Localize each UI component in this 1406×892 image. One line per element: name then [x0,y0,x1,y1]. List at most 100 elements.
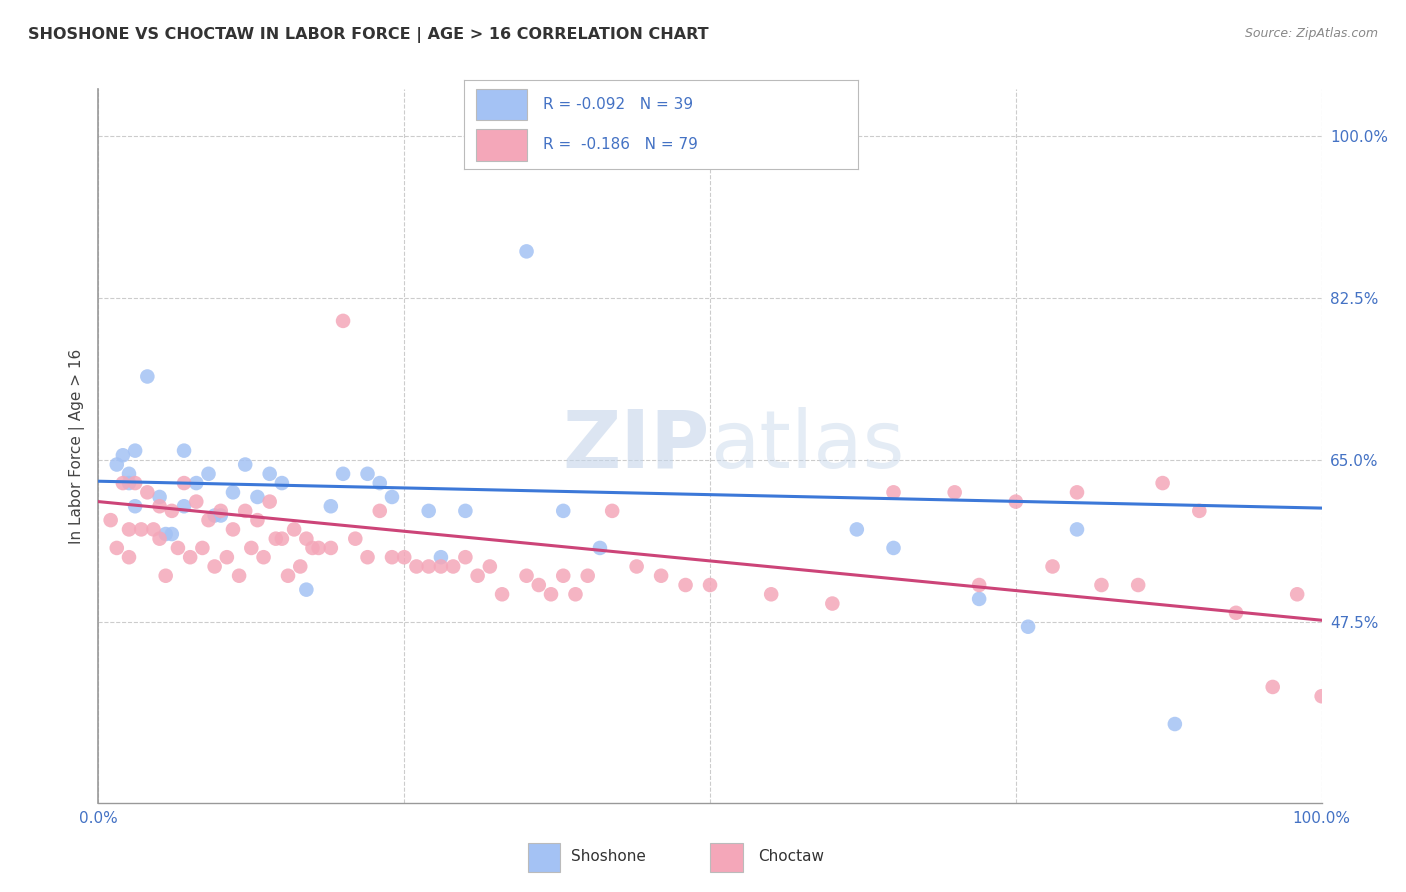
Point [252,550,274,565]
Point [301,541,323,555]
Point [259,467,281,481]
Point [381,490,404,504]
Point [105,458,128,472]
Point [246,513,269,527]
Point [589,541,612,555]
Point [191,541,214,555]
Point [650,568,672,582]
Point [319,500,342,514]
Point [155,527,177,541]
Point [515,244,537,259]
Point [967,591,990,606]
Point [124,500,146,514]
Point [160,527,183,541]
Text: Choctaw: Choctaw [758,849,824,863]
Point [204,508,226,523]
Point [553,504,575,518]
Point [515,568,537,582]
Point [246,490,269,504]
Point [1152,476,1174,491]
Point [270,532,294,546]
Point [124,443,146,458]
Point [160,504,183,518]
Point [118,467,141,481]
Point [1225,606,1247,620]
Point [418,504,440,518]
Point [1090,578,1112,592]
Point [100,513,122,527]
Point [675,578,697,592]
Point [1188,504,1211,518]
Point [222,523,245,537]
Point [491,587,513,601]
Point [240,541,263,555]
Bar [527,843,561,872]
Point [883,485,905,500]
Point [356,467,378,481]
Point [576,568,599,582]
Text: SHOSHONE VS CHOCTAW IN LABOR FORCE | AGE > 16 CORRELATION CHART: SHOSHONE VS CHOCTAW IN LABOR FORCE | AGE… [28,27,709,43]
Point [967,578,990,592]
Text: R =  -0.186   N = 79: R = -0.186 N = 79 [543,137,697,152]
Point [155,568,177,582]
Point [418,559,440,574]
Point [308,541,330,555]
Point [1004,494,1026,508]
Point [118,476,141,491]
Point [761,587,783,601]
Point [233,504,256,518]
Point [1066,485,1088,500]
Point [319,541,342,555]
Point [1261,680,1284,694]
Point [167,541,190,555]
Point [149,490,172,504]
Point [197,513,219,527]
Point [270,476,294,491]
Point [136,485,159,500]
Point [118,550,141,565]
Point [430,550,453,565]
Point [430,559,453,574]
Point [1286,587,1309,601]
Point [356,550,378,565]
Point [179,550,201,565]
Point [215,550,238,565]
Point [332,467,354,481]
Point [295,582,318,597]
Point [149,500,172,514]
Point [332,314,354,328]
Point [1066,523,1088,537]
Point [290,559,312,574]
Point [111,476,134,491]
Text: Shoshone: Shoshone [571,849,647,863]
Point [142,523,165,537]
Point [699,578,721,592]
Point [626,559,648,574]
Point [883,541,905,555]
Point [149,532,172,546]
Point [454,550,477,565]
Point [118,523,141,537]
Point [454,504,477,518]
Point [368,476,391,491]
Point [600,504,623,518]
Point [368,504,391,518]
Point [186,494,208,508]
Point [467,568,489,582]
Point [204,559,226,574]
Point [209,508,232,523]
Point [264,532,287,546]
Point [186,476,208,491]
Point [129,523,152,537]
Point [344,532,367,546]
Text: atlas: atlas [710,407,904,485]
Point [1017,620,1039,634]
Point [405,559,427,574]
Point [1042,559,1064,574]
Point [197,467,219,481]
Point [173,500,195,514]
Point [821,597,844,611]
Bar [710,843,744,872]
Point [259,494,281,508]
Bar [475,89,527,120]
